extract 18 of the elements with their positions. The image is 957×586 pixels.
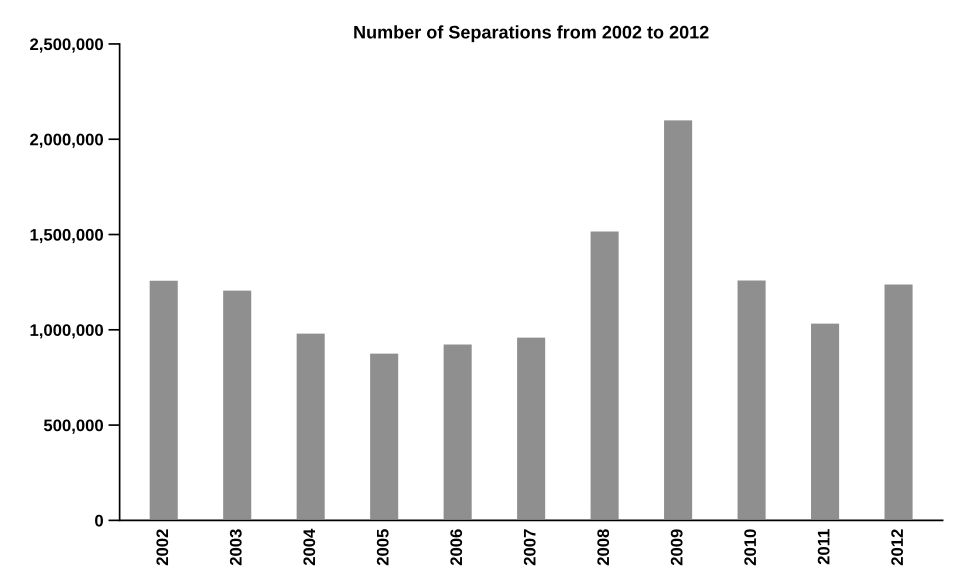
x-tick-label: 2009: [670, 529, 683, 566]
x-tick-label: 2002: [156, 529, 168, 566]
y-tick-label: 0: [95, 514, 103, 527]
x-tick-label: 2004: [303, 528, 316, 566]
chart-title: Number of Separations from 2002 to 2012: [354, 25, 709, 42]
x-tick-label: 2005: [376, 529, 389, 566]
y-tick-label: 1,000,000: [30, 324, 103, 338]
x-tick-label: 2012: [891, 529, 904, 566]
x-tick-label: 2007: [524, 529, 536, 566]
x-tick-label: 2008: [597, 529, 610, 566]
y-tick-label: 2,000,000: [30, 134, 103, 148]
y-tick-label: 1,500,000: [30, 228, 103, 244]
x-tick-label: 2006: [450, 529, 462, 566]
x-tick-label: 2010: [744, 529, 756, 566]
y-tick-label: 500,000: [44, 419, 103, 434]
x-tick-label: 2011: [818, 529, 830, 564]
x-tick-label: 2003: [230, 529, 242, 566]
y-tick-label: 2,500,000: [30, 38, 103, 53]
